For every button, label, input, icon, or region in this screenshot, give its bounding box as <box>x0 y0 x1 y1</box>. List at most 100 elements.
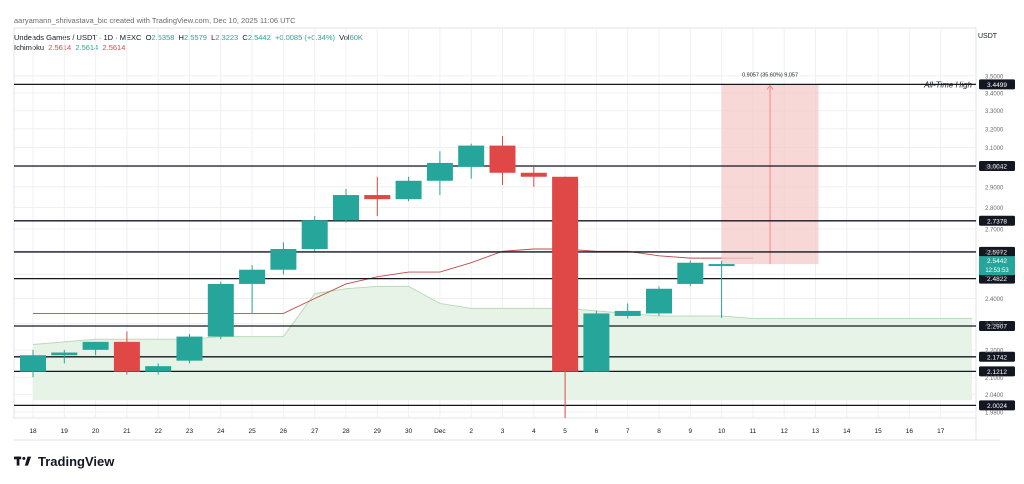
candle-body[interactable] <box>552 176 579 372</box>
candles <box>20 136 735 418</box>
time-tick-label: 25 <box>248 428 256 435</box>
candle-body[interactable] <box>113 341 140 372</box>
candle-body[interactable] <box>708 264 735 267</box>
level-price-badge <box>979 351 1015 362</box>
price-tick-label: 3.0000 <box>985 165 1004 171</box>
measure-range: 0.9057 (35.60%) 9,057 <box>721 72 819 265</box>
time-tick-label: 11 <box>750 428 757 435</box>
time-tick-label: 27 <box>311 428 319 435</box>
time-tick-label: 28 <box>342 428 350 435</box>
candle-body[interactable] <box>82 341 109 350</box>
level-price-badge <box>979 246 1015 257</box>
ichimoku-value-2: 2.5614 <box>75 43 99 52</box>
time-tick-label: 15 <box>874 428 882 435</box>
ichimoku-value-3: 2.5614 <box>102 43 126 52</box>
time-tick-label: 8 <box>657 428 661 435</box>
bar-countdown-label: 12:53:53 <box>985 268 1009 274</box>
time-tick-label: 21 <box>123 428 131 435</box>
change-value: +0.0085 (+0.34%) <box>274 33 335 42</box>
time-tick-label: 30 <box>405 428 413 435</box>
open-label: O <box>145 33 152 42</box>
low-value: 2.3223 <box>215 33 239 42</box>
tradingview-brand: TradingView <box>38 454 115 469</box>
price-tick-label: 2.2000 <box>985 348 1004 354</box>
candle-body[interactable] <box>364 195 391 200</box>
candle-body[interactable] <box>583 313 610 372</box>
time-tick-label: 13 <box>812 428 820 435</box>
candle-body[interactable] <box>207 283 234 337</box>
time-axis: 18 19 20 21 22 23 24 25 26 27 28 29 30 Dec 2 3 4 5 6 7 8 9 10 1… <box>29 428 944 435</box>
time-tick-label: 16 <box>906 428 914 435</box>
high-value: 2.5579 <box>183 33 207 42</box>
candle-body[interactable] <box>677 262 704 284</box>
level-price-label: 2.1742 <box>987 354 1007 361</box>
candle-body[interactable] <box>270 249 297 270</box>
level-price-label: 3.0042 <box>987 164 1007 171</box>
level-price-badge <box>979 273 1015 284</box>
time-tick-label: 23 <box>186 428 194 435</box>
candle-body[interactable] <box>145 366 172 372</box>
volume-label: Vol <box>339 33 350 42</box>
level-price-label: 2.0024 <box>987 403 1007 410</box>
time-tick-label: 6 <box>595 428 599 435</box>
price-tick-label: 3.3000 <box>985 109 1004 115</box>
time-tick-label: 18 <box>29 428 37 435</box>
price-tick-label: 3.4000 <box>985 91 1004 97</box>
tradingview-footer: TradingView <box>14 454 114 469</box>
price-tick-label: 2.3000 <box>985 322 1004 328</box>
time-tick-label: 14 <box>843 428 851 435</box>
candle-body[interactable] <box>395 180 422 200</box>
symbol-legend[interactable]: Undeads Games / USDT · 1D · MEXC O2.5358… <box>14 33 363 42</box>
time-tick-label: 10 <box>718 428 726 435</box>
level-price-label: 2.2907 <box>987 324 1007 331</box>
horizontal-levels: 3.4499 3.0042 2.7378 2.5972 2.4822 2.2907 2.17… <box>14 79 1015 411</box>
time-tick-label: 9 <box>688 428 692 435</box>
candle-body[interactable] <box>333 195 359 221</box>
price-tick-label: 2.0400 <box>985 393 1004 399</box>
open-value: 2.5358 <box>151 33 175 42</box>
close-value: 2.5442 <box>247 33 271 42</box>
candle-body[interactable] <box>426 162 453 181</box>
time-tick-label: 26 <box>280 428 288 435</box>
volume-value: 60K <box>349 33 363 42</box>
price-tick-label: 2.5000 <box>985 273 1004 279</box>
candle-body[interactable] <box>614 310 641 316</box>
time-tick-label: 17 <box>937 428 945 435</box>
candle-body[interactable] <box>239 269 266 284</box>
level-price-badge <box>979 161 1015 172</box>
candle-body[interactable] <box>51 352 78 356</box>
price-tick-label: 2.9000 <box>985 185 1004 191</box>
level-price-badge <box>979 321 1015 332</box>
measure-arrowhead <box>766 84 774 90</box>
ichimoku-legend[interactable]: Ichimoku 2.5614 2.5614 2.5614 <box>14 43 125 52</box>
time-tick-label: 2 <box>469 428 473 435</box>
price-tick-label: 1.9800 <box>985 411 1004 417</box>
price-tick-label: 2.6000 <box>985 250 1004 256</box>
last-price-badge <box>979 256 1015 276</box>
time-tick-label: 4 <box>532 428 536 435</box>
low-label: L <box>211 33 216 42</box>
time-tick-label: 19 <box>61 428 69 435</box>
candle-body[interactable] <box>301 220 328 250</box>
level-price-label: 2.7378 <box>987 218 1007 225</box>
ichimoku-value-1: 2.5614 <box>48 43 72 52</box>
time-tick-label: 12 <box>781 428 789 435</box>
candle-body[interactable] <box>489 145 516 173</box>
level-price-badge <box>979 79 1015 90</box>
candle-body[interactable] <box>520 172 547 177</box>
candle-body[interactable] <box>20 355 46 372</box>
close-label: C <box>242 33 248 42</box>
time-tick-label: 5 <box>563 428 567 435</box>
time-tick-label: Dec <box>434 428 446 435</box>
candle-body[interactable] <box>646 288 672 314</box>
time-tick-label: 20 <box>92 428 100 435</box>
price-tick-label: 2.4000 <box>985 297 1004 303</box>
candle-body[interactable] <box>458 145 485 167</box>
price-tick-label: 3.5000 <box>985 74 1004 80</box>
currency-label[interactable]: USDT <box>978 33 998 40</box>
candle-body[interactable] <box>176 336 203 361</box>
price-tick-label: 2.1000 <box>985 376 1004 382</box>
symbol-name: Undeads Games / USDT · 1D · MEXC <box>14 33 142 42</box>
level-price-badge <box>979 400 1015 411</box>
